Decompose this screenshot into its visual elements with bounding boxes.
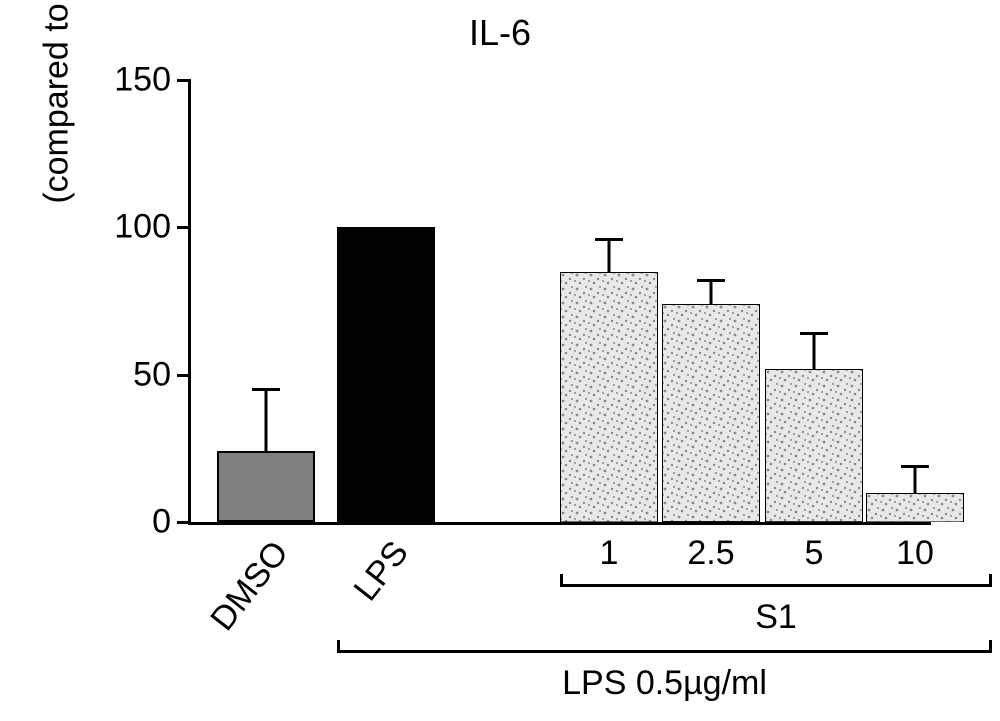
errorbar-cap-dmso [252,388,280,391]
x-label-s1_10: 10 [896,534,934,573]
chart-title: IL-6 [0,12,1000,54]
bar-s1_5 [765,369,863,522]
ytick-label: 0 [152,503,171,542]
plot-area: 050100150DMSOLPS12.5510S1LPS 0.5µg/ml [188,80,931,525]
chart-title-text: IL-6 [469,12,531,53]
s1-bracket-line [560,584,992,587]
x-label-lps: LPS [346,534,416,609]
ytick-mark [177,374,191,377]
lps-bracket-tick-left [337,640,340,650]
x-label-s1_5: 5 [805,534,824,573]
errorbar-cap-s1_10 [901,465,929,468]
errorbar-dmso [265,389,268,451]
errorbar-cap-s1_5 [800,332,828,335]
y-axis-label: Relative amount of cytokines (compared t… [0,0,116,301]
errorbar-s1_2_5 [710,280,713,304]
il6-bar-chart: IL-6 Relative amount of cytokines (compa… [0,0,1000,721]
s1-bracket-tick-left [560,574,563,584]
bar-lps [337,227,435,522]
bar-s1_10 [866,493,964,522]
lps-bracket-line [337,650,992,653]
ytick-mark [177,226,191,229]
s1-bracket-label: S1 [755,598,797,637]
x-label-s1_2_5: 2.5 [687,534,734,573]
bar-dmso [217,451,315,522]
bar-s1_1 [560,272,658,522]
x-label-s1_1: 1 [600,534,619,573]
y-axis-label-line2: (compared to LPS %) [38,0,76,204]
errorbar-cap-s1_2_5 [697,279,725,282]
lps-bracket-tick-right [989,640,992,650]
errorbar-s1_10 [914,466,917,493]
ytick-label: 100 [114,208,171,247]
ytick-mark [177,79,191,82]
errorbar-cap-s1_1 [595,238,623,241]
x-label-dmso: DMSO [203,534,297,638]
bar-s1_2_5 [662,304,760,522]
ytick-label: 150 [114,61,171,100]
lps-bracket-label: LPS 0.5µg/ml [562,664,767,703]
ytick-mark [177,521,191,524]
errorbar-s1_1 [608,239,611,271]
ytick-label: 50 [133,355,171,394]
s1-bracket-tick-right [989,574,992,584]
errorbar-s1_5 [813,333,816,368]
